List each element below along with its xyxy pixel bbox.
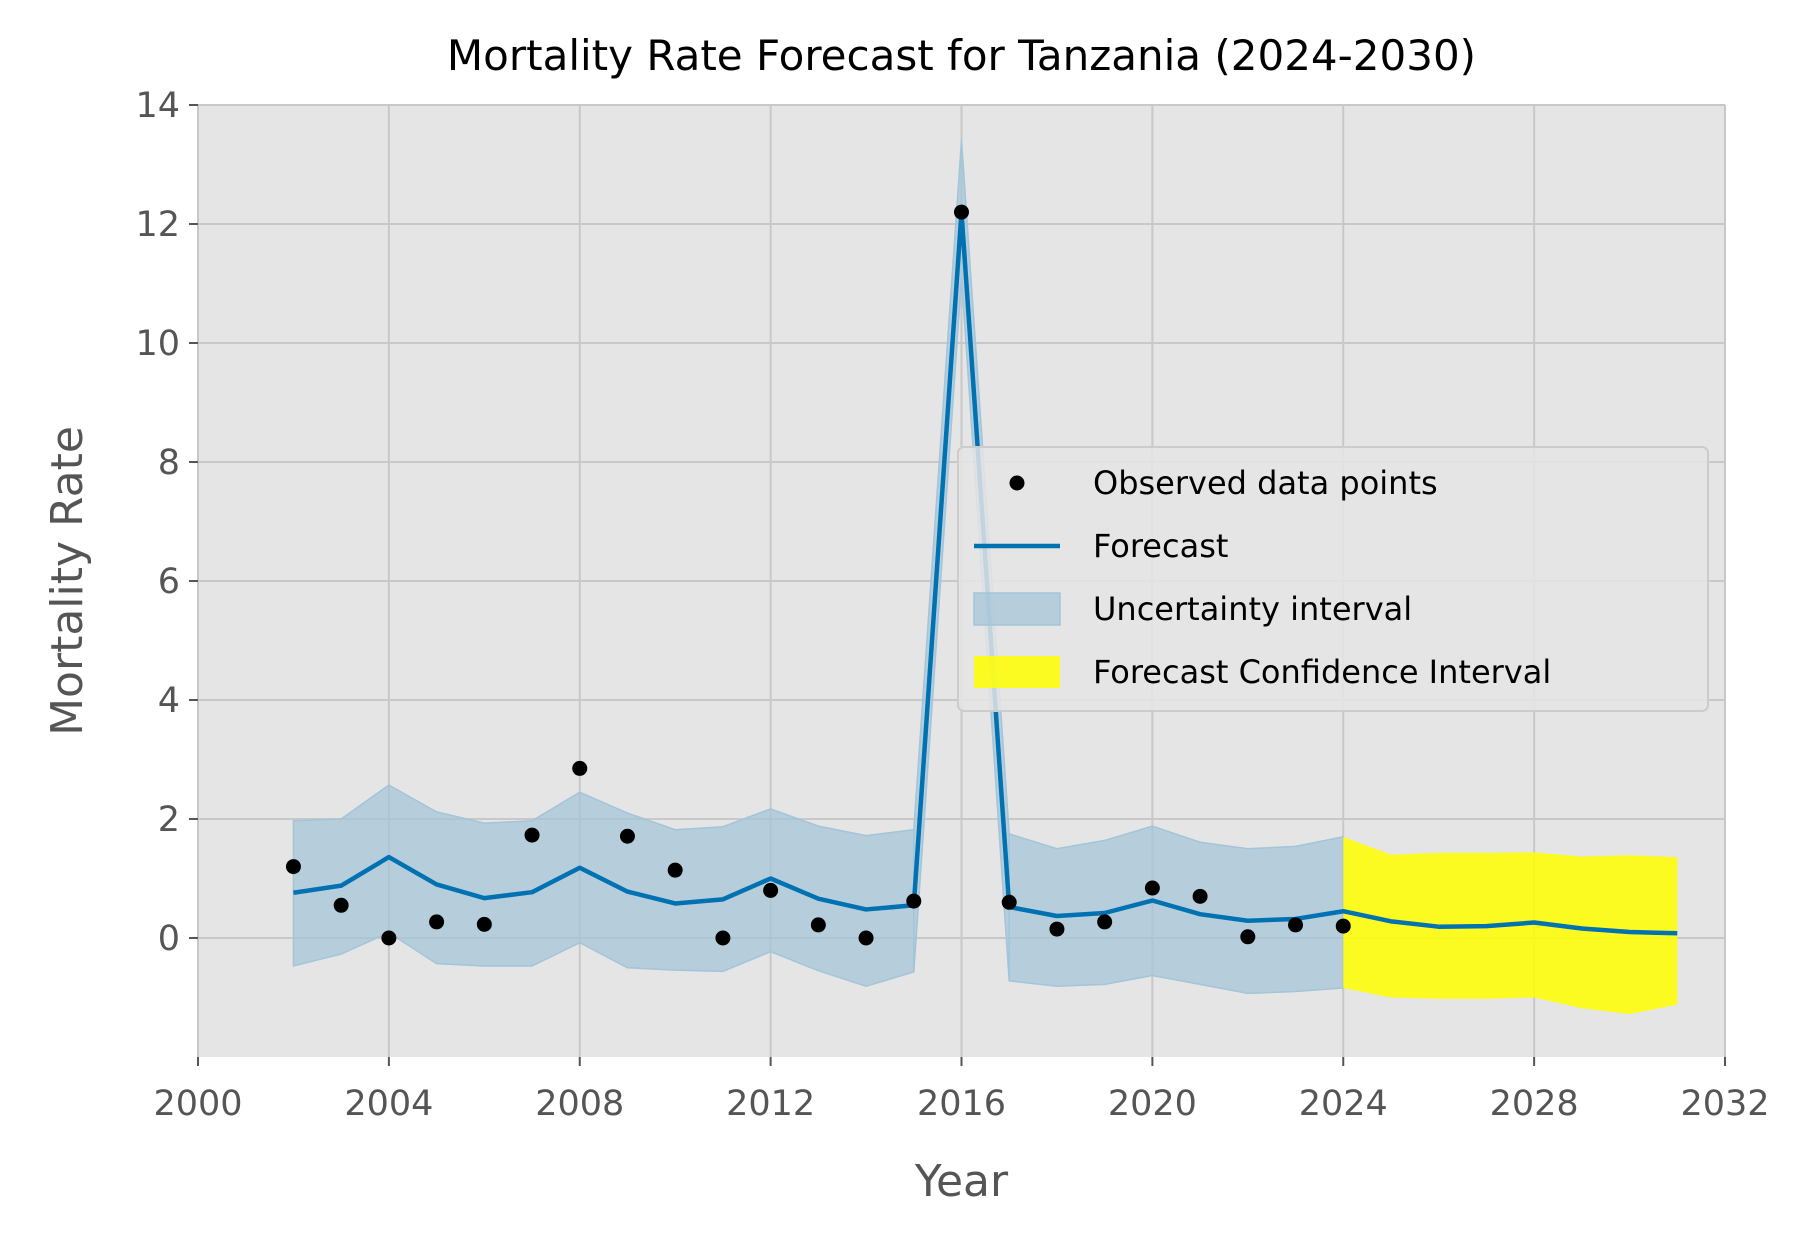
y-axis-label: Mortality Rate (42, 426, 93, 736)
chart-title: Mortality Rate Forecast for Tanzania (20… (447, 31, 1476, 80)
observed-point (619, 828, 635, 844)
y-tick-label: 8 (158, 443, 180, 483)
legend-swatch-uncertainty (973, 592, 1061, 626)
observed-point (906, 893, 922, 909)
observed-point (1240, 929, 1256, 945)
y-tick-label: 10 (135, 324, 180, 364)
uncertainty-band-segment (1008, 825, 1344, 995)
legend-label: Observed data points (1093, 464, 1438, 502)
observed-point (476, 916, 492, 932)
observed-point (1192, 888, 1208, 904)
y-tick-label: 6 (158, 562, 180, 602)
observed-point (667, 862, 683, 878)
x-tick-label: 2008 (535, 1084, 624, 1124)
observed-point (763, 882, 779, 898)
observed-point (285, 859, 301, 875)
observed-point (1097, 914, 1113, 930)
y-tick-label: 4 (158, 681, 180, 721)
legend-label: Forecast (1093, 527, 1228, 565)
x-tick-label: 2016 (917, 1084, 1006, 1124)
observed-point (1001, 894, 1017, 910)
x-tick-label: 2028 (1490, 1084, 1579, 1124)
x-axis-label: Year (914, 1156, 1009, 1207)
observed-point (715, 930, 731, 946)
legend-box (957, 446, 1709, 712)
x-tick-label: 2000 (153, 1084, 242, 1124)
y-tick-label: 12 (135, 205, 180, 245)
axes: 2000 2004 2008 2012 2016 2020 2024 2028 2032 0 2 4 6… (135, 86, 1769, 1124)
observed-point (1144, 880, 1160, 896)
x-tick-label: 2024 (1299, 1084, 1388, 1124)
x-tick-label: 2004 (344, 1084, 433, 1124)
legend: Observed data points Forecast Uncertainty … (957, 446, 1709, 712)
x-tick-label: 2012 (726, 1084, 815, 1124)
legend-swatch-forecast-ci (974, 656, 1060, 688)
x-tick-label: 2020 (1108, 1084, 1197, 1124)
y-tick-label: 2 (158, 800, 180, 840)
observed-point (1049, 921, 1065, 937)
y-tick-label: 14 (135, 86, 180, 126)
observed-point (858, 930, 874, 946)
observed-point (333, 897, 349, 913)
observed-point (429, 914, 445, 930)
legend-label: Uncertainty interval (1093, 590, 1412, 628)
observed-point (954, 204, 969, 220)
observed-point (1335, 918, 1351, 934)
observed-points (285, 204, 1351, 946)
observed-point (381, 930, 397, 946)
observed-point (524, 827, 540, 843)
observed-point (1288, 917, 1304, 933)
y-tick-label: 0 (158, 919, 180, 959)
observed-point (810, 917, 826, 933)
legend-marker-observed (1009, 475, 1025, 491)
x-tick-label: 2032 (1680, 1084, 1769, 1124)
legend-label: Forecast Confidence Interval (1093, 653, 1551, 691)
observed-point (572, 760, 588, 776)
